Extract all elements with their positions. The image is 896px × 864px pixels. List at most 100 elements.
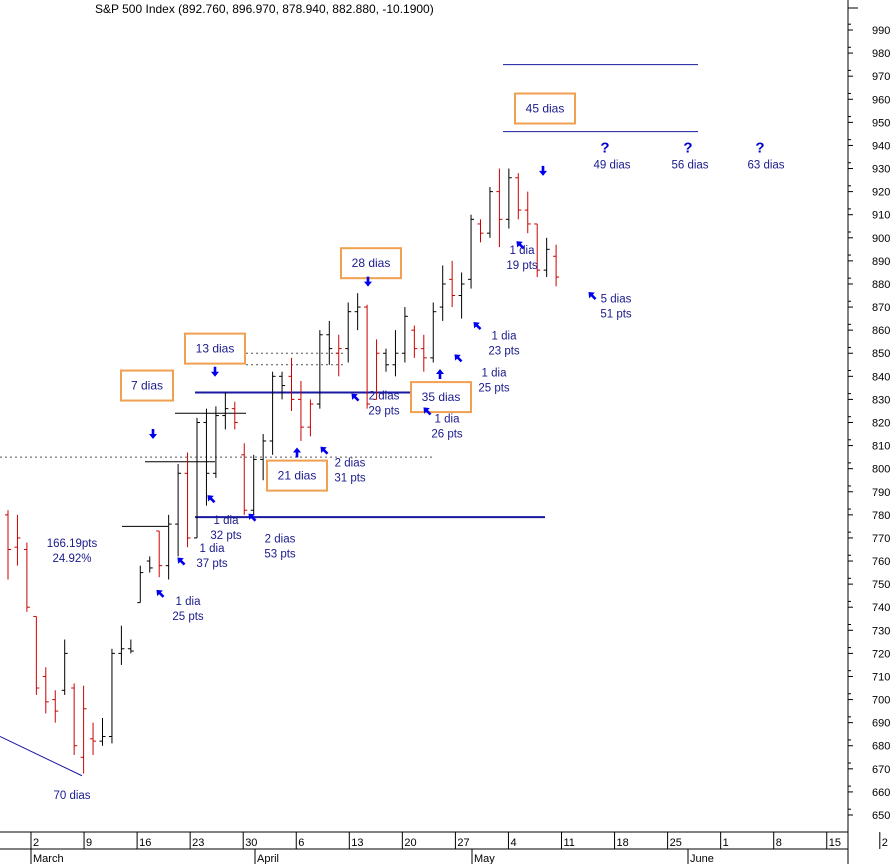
x-tick-label: 1 — [723, 837, 729, 849]
x-tick-label: 4 — [510, 837, 516, 849]
note-line-2: 37 pts — [196, 558, 228, 570]
arrow-icon — [423, 407, 432, 416]
arrow-icon — [539, 165, 547, 176]
days-box-label: 7 dias — [131, 379, 163, 393]
x-tick-label: 30 — [245, 837, 257, 849]
x-tick-label: 8 — [776, 837, 782, 849]
note-line-2: 25 pts — [478, 382, 510, 394]
arrow-shape — [351, 393, 360, 402]
month-label: March — [33, 853, 64, 864]
arrow-icon — [149, 429, 157, 440]
y-tick-label: 780 — [872, 510, 890, 522]
month-label: June — [690, 853, 714, 864]
note-line-2: 51 pts — [600, 308, 632, 320]
arrow-shape — [156, 589, 165, 598]
annotations: 7 dias 13 dias 28 dias 45 dias 21 dias 35 dia… — [47, 92, 785, 802]
arrow-shape — [364, 276, 372, 287]
x-tick-label: 18 — [617, 837, 629, 849]
arrow-icon — [516, 241, 525, 250]
y-tick-label: 740 — [872, 602, 890, 614]
arrow-shape — [473, 321, 482, 330]
days-box — [410, 381, 472, 414]
arrow-icon — [454, 354, 463, 363]
arrow-icon — [156, 589, 165, 598]
x-tick-label: 16 — [139, 837, 151, 849]
arrow-icon — [177, 557, 186, 566]
note-line-1: 1 dia — [510, 245, 536, 257]
y-tick-label: 940 — [872, 140, 890, 152]
days-box-label: 45 dias — [526, 102, 565, 116]
arrow-icon — [364, 276, 372, 287]
y-tick-label: 730 — [872, 625, 890, 637]
y-tick-label: 650 — [872, 810, 890, 822]
arrow-icon — [293, 447, 301, 458]
x-tick-label: 2 — [33, 837, 39, 849]
question-mark: ? — [683, 139, 692, 156]
note-line-2: 23 pts — [488, 345, 520, 357]
x-tick-label: 2 — [882, 837, 888, 849]
y-tick-label: 970 — [872, 71, 890, 83]
arrow-shape — [436, 369, 444, 380]
note-line-2: 31 pts — [334, 472, 366, 484]
y-tick-label: 830 — [872, 394, 890, 406]
note-line-2: 26 pts — [431, 429, 463, 441]
days-label: 49 dias — [593, 160, 630, 172]
x-tick-label: 15 — [829, 837, 841, 849]
y-tick-label: 800 — [872, 464, 890, 476]
days-box — [120, 369, 174, 402]
month-label: May — [474, 853, 495, 864]
x-tick-label: 20 — [404, 837, 416, 849]
note-line-2: 53 pts — [264, 549, 296, 561]
y-tick-label: 760 — [872, 556, 890, 568]
arrow-icon — [207, 495, 216, 504]
arrow-shape — [516, 241, 525, 250]
note-line-2: 29 pts — [368, 405, 400, 417]
y-tick-label: 680 — [872, 741, 890, 753]
y-tick-label: 840 — [872, 371, 890, 383]
y-tick-label: 860 — [872, 325, 890, 337]
days-box-label: 21 dias — [278, 469, 317, 483]
note-line-1: 2 dias — [335, 457, 366, 469]
arrow-shape — [149, 429, 157, 440]
y-tick-label: 880 — [872, 279, 890, 291]
arrow-icon — [248, 513, 257, 522]
y-tick-label: 790 — [872, 487, 890, 499]
days-box — [184, 332, 246, 365]
y-tick-label: 720 — [872, 648, 890, 660]
month-label: April — [257, 853, 279, 864]
arrow-shape — [423, 407, 432, 416]
note-line-2: 19 pts — [506, 260, 538, 272]
y-tick-label: 670 — [872, 764, 890, 776]
arrow-shape — [293, 447, 301, 458]
y-tick-label: 990 — [872, 25, 890, 37]
y-tick-label: 810 — [872, 441, 890, 453]
x-tick-label: 25 — [670, 837, 682, 849]
days-label: 63 dias — [747, 160, 784, 172]
y-tick-label: 700 — [872, 695, 890, 707]
arrow-icon — [588, 291, 597, 300]
y-tick-label: 850 — [872, 348, 890, 360]
note-line-2: 32 pts — [210, 530, 242, 542]
days-box — [514, 92, 576, 125]
days-box-label: 13 dias — [196, 342, 235, 356]
arrow-icon — [320, 446, 329, 455]
x-tick-label: 27 — [457, 837, 469, 849]
y-tick-label: 960 — [872, 94, 890, 106]
note-line-1: 1 dia — [482, 367, 508, 379]
y-tick-label: 870 — [872, 302, 890, 314]
y-tick-label: 710 — [872, 671, 890, 683]
days-box-label: 35 dias — [422, 390, 461, 404]
y-tick-label: 820 — [872, 418, 890, 430]
arrow-shape — [211, 366, 219, 377]
note-line-1: 2 dias — [369, 390, 400, 402]
arrow-shape — [207, 495, 216, 504]
note-line-1: 1 dia — [200, 543, 226, 555]
y-tick-label: 750 — [872, 579, 890, 591]
arrow-shape — [454, 354, 463, 363]
y-tick-label: 920 — [872, 187, 890, 199]
arrow-icon — [211, 366, 219, 377]
y-tick-label: 890 — [872, 256, 890, 268]
note-line-2: 24.92% — [52, 553, 91, 565]
y-tick-label: 930 — [872, 164, 890, 176]
question-mark: ? — [600, 139, 609, 156]
